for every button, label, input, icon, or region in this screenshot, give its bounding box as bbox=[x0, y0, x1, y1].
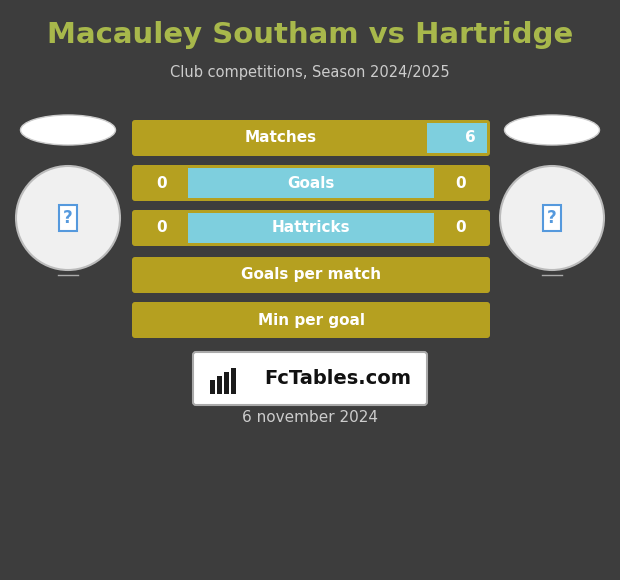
FancyBboxPatch shape bbox=[132, 120, 490, 156]
Text: ?: ? bbox=[547, 209, 557, 227]
Bar bbox=[217, 376, 222, 394]
Text: 0: 0 bbox=[156, 220, 167, 235]
Text: Min per goal: Min per goal bbox=[257, 313, 365, 328]
Text: Macauley Southam vs Hartridge: Macauley Southam vs Hartridge bbox=[47, 21, 573, 49]
Text: 6: 6 bbox=[464, 130, 476, 146]
Text: Hattricks: Hattricks bbox=[272, 220, 350, 235]
Text: Goals: Goals bbox=[287, 176, 335, 190]
Bar bbox=[427, 123, 487, 153]
Text: 0: 0 bbox=[455, 220, 466, 235]
FancyBboxPatch shape bbox=[132, 210, 490, 246]
Ellipse shape bbox=[505, 115, 600, 145]
Bar bbox=[224, 372, 229, 394]
FancyBboxPatch shape bbox=[132, 302, 490, 338]
Text: Club competitions, Season 2024/2025: Club competitions, Season 2024/2025 bbox=[170, 66, 450, 81]
Circle shape bbox=[500, 166, 604, 270]
FancyBboxPatch shape bbox=[132, 257, 490, 293]
Bar bbox=[188, 168, 434, 198]
Text: 6 november 2024: 6 november 2024 bbox=[242, 411, 378, 426]
Bar bbox=[210, 380, 215, 394]
Bar bbox=[188, 213, 434, 243]
Text: FcTables.com: FcTables.com bbox=[264, 369, 411, 388]
Bar bbox=[231, 368, 236, 394]
Text: Goals per match: Goals per match bbox=[241, 267, 381, 282]
Text: ?: ? bbox=[63, 209, 73, 227]
FancyBboxPatch shape bbox=[132, 165, 490, 201]
Text: 0: 0 bbox=[455, 176, 466, 190]
Ellipse shape bbox=[20, 115, 115, 145]
Circle shape bbox=[16, 166, 120, 270]
Text: Matches: Matches bbox=[245, 130, 317, 146]
Text: 0: 0 bbox=[156, 176, 167, 190]
FancyBboxPatch shape bbox=[193, 352, 427, 405]
